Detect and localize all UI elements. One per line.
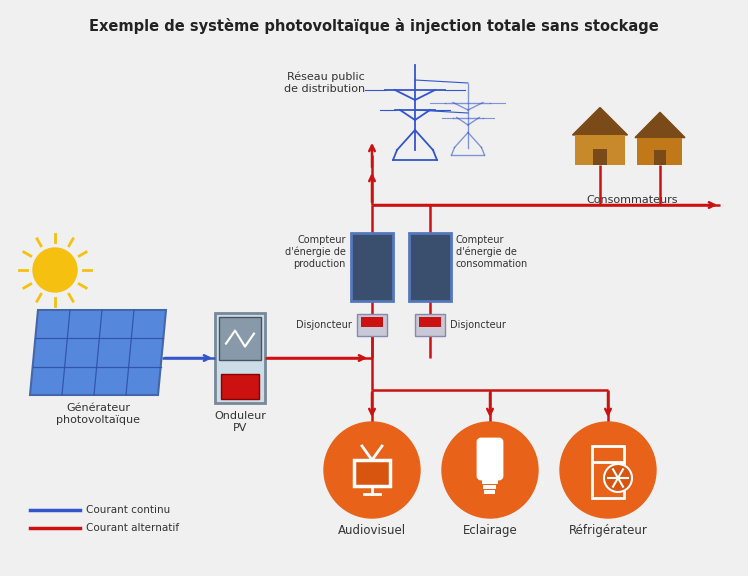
FancyBboxPatch shape bbox=[215, 313, 265, 403]
Polygon shape bbox=[635, 112, 685, 138]
Circle shape bbox=[324, 422, 420, 518]
Text: Disjoncteur: Disjoncteur bbox=[296, 320, 352, 330]
FancyBboxPatch shape bbox=[575, 135, 625, 165]
FancyBboxPatch shape bbox=[361, 317, 383, 327]
FancyBboxPatch shape bbox=[654, 150, 666, 165]
FancyBboxPatch shape bbox=[357, 314, 387, 336]
Text: Exemple de système photovoltaïque à injection totale sans stockage: Exemple de système photovoltaïque à inje… bbox=[89, 18, 659, 34]
Text: Compteur
d'énergie de
production: Compteur d'énergie de production bbox=[285, 235, 346, 269]
FancyBboxPatch shape bbox=[593, 149, 607, 165]
Text: Onduleur
PV: Onduleur PV bbox=[214, 411, 266, 433]
Text: Audiovisuel: Audiovisuel bbox=[338, 524, 406, 537]
FancyBboxPatch shape bbox=[483, 485, 497, 489]
FancyBboxPatch shape bbox=[409, 233, 451, 301]
FancyBboxPatch shape bbox=[482, 480, 498, 484]
FancyBboxPatch shape bbox=[478, 439, 502, 479]
Circle shape bbox=[442, 422, 538, 518]
Circle shape bbox=[560, 422, 656, 518]
Text: Consommateurs: Consommateurs bbox=[586, 195, 678, 205]
Polygon shape bbox=[572, 108, 628, 135]
Text: Courant alternatif: Courant alternatif bbox=[86, 523, 179, 533]
FancyBboxPatch shape bbox=[415, 314, 445, 336]
Text: Courant continu: Courant continu bbox=[86, 505, 171, 515]
Text: Compteur
d'énergie de
consommation: Compteur d'énergie de consommation bbox=[456, 235, 528, 269]
Text: Réfrigérateur: Réfrigérateur bbox=[568, 524, 648, 537]
FancyBboxPatch shape bbox=[221, 374, 259, 399]
FancyBboxPatch shape bbox=[354, 460, 390, 486]
Text: Générateur
photovoltaïque: Générateur photovoltaïque bbox=[56, 403, 140, 425]
Polygon shape bbox=[30, 310, 166, 395]
FancyBboxPatch shape bbox=[637, 138, 682, 165]
Text: Disjoncteur: Disjoncteur bbox=[450, 320, 506, 330]
Circle shape bbox=[604, 464, 632, 492]
FancyBboxPatch shape bbox=[219, 317, 261, 360]
Text: Réseau public
de distribution: Réseau public de distribution bbox=[284, 72, 365, 94]
FancyBboxPatch shape bbox=[419, 317, 441, 327]
Text: Eclairage: Eclairage bbox=[462, 524, 518, 537]
FancyBboxPatch shape bbox=[485, 490, 495, 494]
FancyBboxPatch shape bbox=[351, 233, 393, 301]
Circle shape bbox=[33, 248, 77, 292]
